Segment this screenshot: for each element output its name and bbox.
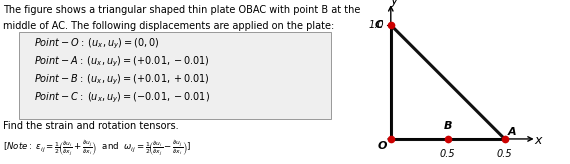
FancyBboxPatch shape xyxy=(19,32,331,119)
Text: $y$: $y$ xyxy=(390,0,400,9)
Text: middle of AC. The following displacements are applied on the plate:: middle of AC. The following displacement… xyxy=(3,21,335,31)
Text: $x$: $x$ xyxy=(534,134,544,147)
Text: O: O xyxy=(378,141,388,151)
Text: Find the strain and rotation tensors.: Find the strain and rotation tensors. xyxy=(3,121,179,131)
Text: 1.0: 1.0 xyxy=(368,20,384,30)
Text: $\it{Point} - \it{B}: \;(u_x,u_y)=(+0.01,+0.01)$: $\it{Point} - \it{B}: \;(u_x,u_y)=(+0.01… xyxy=(34,73,210,87)
Text: $[Note:\ \varepsilon_{ij}=\frac{1}{2}\!\left(\frac{\partial u_i}{\partial x_j}+\: $[Note:\ \varepsilon_{ij}=\frac{1}{2}\!\… xyxy=(3,139,192,158)
Text: A: A xyxy=(508,127,517,137)
Text: The figure shows a triangular shaped thin plate OBAC with point B at the: The figure shows a triangular shaped thi… xyxy=(3,5,361,15)
Text: $\it{Point} - \it{C}: \;(u_x,u_y)=(-0.01,-0.01)$: $\it{Point} - \it{C}: \;(u_x,u_y)=(-0.01… xyxy=(34,91,210,105)
Text: 0.5: 0.5 xyxy=(497,149,512,159)
Text: $\it{Point} - \it{A}: \;(u_x,u_y)=(+0.01,-0.01)$: $\it{Point} - \it{A}: \;(u_x,u_y)=(+0.01… xyxy=(34,55,210,69)
Text: $\it{Point} - \it{O}: \;(u_x,u_y)=(0,0)$: $\it{Point} - \it{O}: \;(u_x,u_y)=(0,0)$ xyxy=(34,37,160,51)
Text: B: B xyxy=(443,121,452,131)
Text: 0.5: 0.5 xyxy=(440,149,455,159)
Text: C: C xyxy=(374,20,383,30)
